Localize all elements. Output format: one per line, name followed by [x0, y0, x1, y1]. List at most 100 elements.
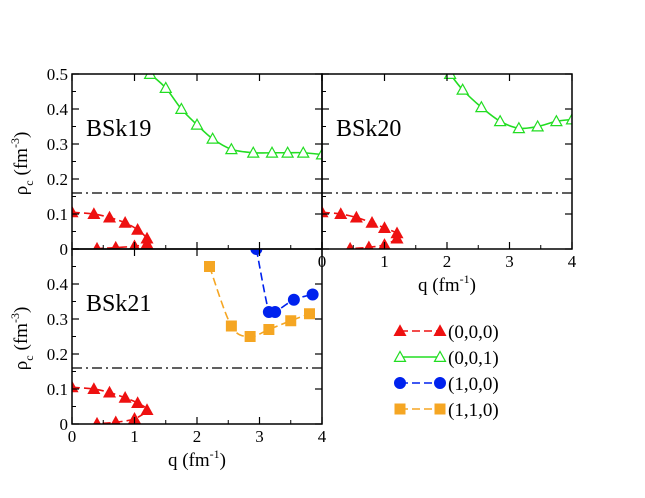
panel-bsk19: 0 0.1 0.2 0.3 0.4 0.5 BSk19 ρc (fm-3) — [8, 65, 323, 259]
panel-label: BSk19 — [86, 116, 151, 142]
y-axis-label-exponent: -3 — [8, 313, 22, 323]
series-0-0-1 — [443, 74, 572, 134]
data-point — [493, 114, 507, 127]
data-point — [87, 382, 101, 394]
y-axis-label-close: ) — [11, 307, 32, 313]
x-axis-label-exponent: -1 — [210, 447, 220, 461]
data-point — [263, 324, 275, 335]
y-axis-label-subscript: c — [22, 355, 36, 360]
y-tick-label: 0.1 — [47, 205, 68, 224]
data-point — [334, 207, 348, 219]
y-axis-label-unit: (fm — [11, 148, 32, 176]
legend-marker — [394, 377, 406, 389]
data-point — [287, 293, 300, 306]
data-point — [206, 132, 220, 144]
data-point — [118, 391, 132, 403]
legend-label: (0,0,1) — [448, 348, 499, 369]
y-tick-label: 0.1 — [47, 380, 68, 399]
data-point — [174, 102, 188, 115]
data-point — [304, 308, 315, 320]
series-0-0-1 — [143, 74, 322, 160]
data-point — [306, 288, 319, 301]
y-axis-label-close: ) — [11, 132, 32, 138]
data-point — [93, 241, 101, 249]
legend-marker — [434, 403, 446, 415]
series-0-0-0 — [72, 205, 154, 249]
data-point — [269, 306, 282, 318]
data-point — [377, 221, 392, 233]
x-axis-label: q (fm-1) — [418, 272, 476, 296]
data-point — [102, 385, 117, 398]
legend-label: (0,0,0) — [448, 322, 499, 343]
series-0-0-0 — [322, 205, 404, 249]
x-tick-label: 4 — [318, 427, 327, 446]
y-tick-label: 0.2 — [47, 170, 68, 189]
y-tick-label: 0.4 — [47, 100, 69, 119]
data-point — [131, 396, 145, 408]
series-1-1-0 — [204, 261, 315, 342]
y-tick-label: 0.5 — [47, 65, 68, 84]
data-point — [204, 261, 215, 272]
plot-frame — [71, 248, 323, 425]
y-tick-label: 0.3 — [47, 310, 68, 329]
legend-item-0: (0,0,0) — [393, 322, 499, 343]
panel-label: BSk21 — [86, 291, 151, 317]
legend-marker — [433, 324, 447, 336]
series-line — [149, 74, 322, 156]
plot-frame — [71, 73, 323, 250]
x-tick-label: 3 — [255, 427, 264, 446]
data-point — [474, 100, 488, 113]
data-point — [296, 146, 310, 158]
x-axis-label-exponent: -1 — [460, 272, 470, 286]
series-0-0-0 — [72, 380, 154, 424]
x-axis-label-close: ) — [220, 450, 226, 471]
x-tick-label: 3 — [505, 252, 514, 271]
y-axis-label-unit: (fm — [11, 323, 32, 351]
legend-label: (1,1,0) — [448, 400, 499, 421]
x-tick-label: 1 — [130, 427, 139, 446]
panel-bsk21: 0 1 2 3 4 0 0.1 0.2 0.3 0.4 BSk21 q (fm-1) ρc (fm-3) — [8, 248, 327, 471]
x-axis-label: q (fm-1) — [168, 447, 226, 471]
series-1-0-0 — [250, 249, 319, 318]
data-point — [549, 114, 563, 127]
y-tick-label: 0.4 — [47, 275, 69, 294]
y-axis-label-exponent: -3 — [8, 138, 22, 148]
x-tick-label: 4 — [568, 252, 577, 271]
legend-marker — [393, 350, 407, 362]
data-point — [281, 146, 295, 158]
data-point — [225, 320, 237, 332]
data-point — [512, 121, 526, 134]
data-point — [190, 118, 204, 130]
data-point — [87, 207, 101, 219]
data-point — [224, 142, 238, 155]
legend: (0,0,0) (0,0,1) (1,0,0) (1,1,0) — [393, 322, 499, 421]
legend-marker — [433, 350, 447, 362]
x-tick-label: 2 — [443, 252, 452, 271]
x-axis-label-main: q (fm — [168, 450, 210, 471]
data-point — [140, 403, 154, 415]
data-point — [364, 240, 374, 249]
legend-item-2: (1,0,0) — [394, 374, 499, 395]
data-point — [111, 240, 121, 249]
legend-item-3: (1,1,0) — [394, 400, 499, 421]
data-point — [349, 210, 363, 223]
y-axis-label: ρc (fm-3) — [8, 132, 36, 196]
legend-marker — [393, 324, 407, 336]
series-line — [255, 249, 313, 318]
legend-item-1: (0,0,1) — [393, 348, 499, 369]
y-tick-label: 0.3 — [47, 135, 68, 154]
data-point — [456, 83, 470, 95]
y-axis-label: ρc (fm-3) — [8, 307, 36, 371]
plot-frame — [321, 73, 573, 250]
data-point — [140, 237, 154, 249]
series-line — [322, 211, 400, 249]
data-point — [285, 315, 297, 327]
y-tick-label: 0.2 — [47, 345, 68, 364]
y-axis-label-main: ρ — [11, 186, 32, 195]
legend-label: (1,0,0) — [448, 374, 499, 395]
data-point — [244, 331, 256, 342]
x-axis-label-close: ) — [470, 275, 476, 296]
x-tick-label: 0 — [68, 427, 77, 446]
x-tick-label: 1 — [380, 252, 389, 271]
